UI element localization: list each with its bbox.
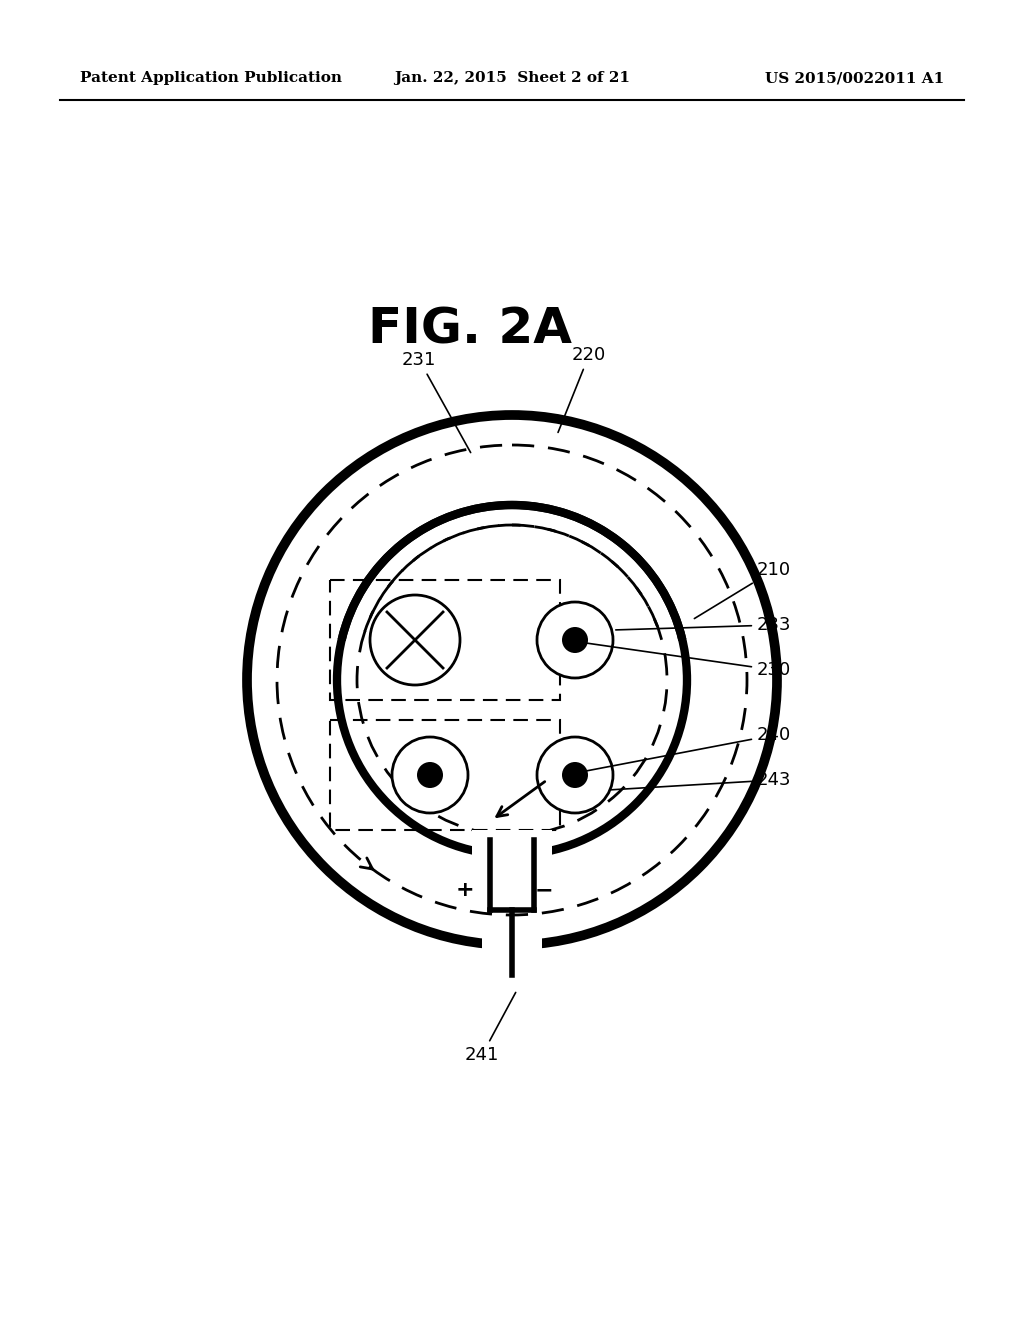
Text: 243: 243: [610, 771, 792, 789]
Text: 230: 230: [567, 640, 792, 678]
Bar: [482, 920, 542, 979]
Text: Jan. 22, 2015  Sheet 2 of 21: Jan. 22, 2015 Sheet 2 of 21: [394, 71, 630, 84]
Text: US 2015/0022011 A1: US 2015/0022011 A1: [765, 71, 944, 84]
Text: 231: 231: [402, 351, 471, 453]
Text: 220: 220: [558, 346, 606, 433]
Circle shape: [417, 762, 443, 788]
Text: 210: 210: [694, 561, 792, 619]
Bar: [330, 719, 560, 830]
Text: −: −: [535, 880, 553, 900]
Text: 241: 241: [465, 993, 516, 1064]
Text: 233: 233: [615, 616, 792, 634]
Circle shape: [370, 595, 460, 685]
Text: 240: 240: [567, 726, 792, 775]
Circle shape: [392, 737, 468, 813]
Bar: [472, 830, 552, 900]
Circle shape: [562, 627, 588, 653]
Circle shape: [562, 762, 588, 788]
Text: Patent Application Publication: Patent Application Publication: [80, 71, 342, 84]
Circle shape: [537, 737, 613, 813]
Text: +: +: [456, 880, 474, 900]
Circle shape: [537, 602, 613, 678]
Bar: [330, 579, 560, 700]
Text: FIG. 2A: FIG. 2A: [368, 306, 572, 354]
